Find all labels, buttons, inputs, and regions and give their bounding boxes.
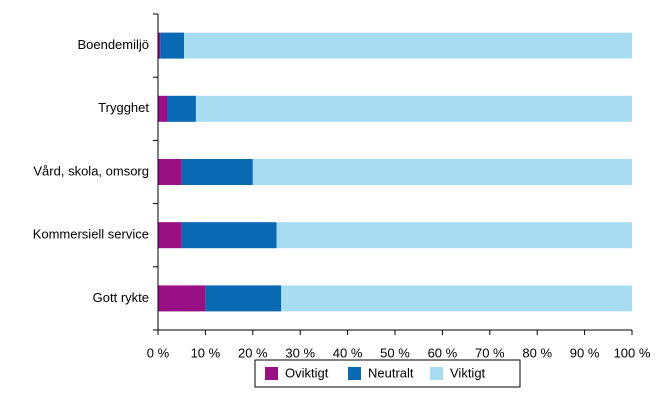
y-tick-label: Trygghet [98,100,149,115]
bar-segment [158,32,161,59]
x-tick-label: 40 % [333,345,363,360]
bar-segment [181,222,277,249]
bar-segment [158,159,182,185]
legend-label: Neutralt [368,365,414,380]
legend-swatch [265,367,278,380]
bar-segment [184,32,632,59]
bar-segment [276,222,632,249]
bar-segment [160,32,185,59]
bar-segment [158,285,206,312]
x-tick-label: 10 % [191,345,221,360]
x-tick-label: 70 % [475,345,505,360]
bar-segment [158,95,168,122]
bar-segment [205,285,282,312]
y-tick-label: Kommersiell service [33,227,149,242]
y-tick-label: Gott rykte [93,290,149,305]
x-tick-label: 20 % [238,345,268,360]
bar-segment [167,95,196,122]
x-tick-label: 90 % [570,345,600,360]
bar-segment [281,285,632,312]
legend-swatch [348,367,361,380]
x-tick-label: 80 % [522,345,552,360]
x-tick-label: 100 % [614,345,651,360]
legend-swatch [430,367,443,380]
x-tick-label: 30 % [285,345,315,360]
bar-segment [181,159,253,185]
x-tick-label: 0 % [147,345,170,360]
x-tick-label: 60 % [428,345,458,360]
bar-segment [158,222,182,249]
y-tick-label: Boendemiljö [77,37,149,52]
y-tick-label: Vård, skola, omsorg [33,163,149,178]
x-tick-label: 50 % [380,345,410,360]
legend-label: Viktigt [450,365,486,380]
bar-segment [252,159,633,185]
legend-label: Oviktigt [285,365,329,380]
bar-segment [195,95,633,122]
legend-box [254,359,521,388]
